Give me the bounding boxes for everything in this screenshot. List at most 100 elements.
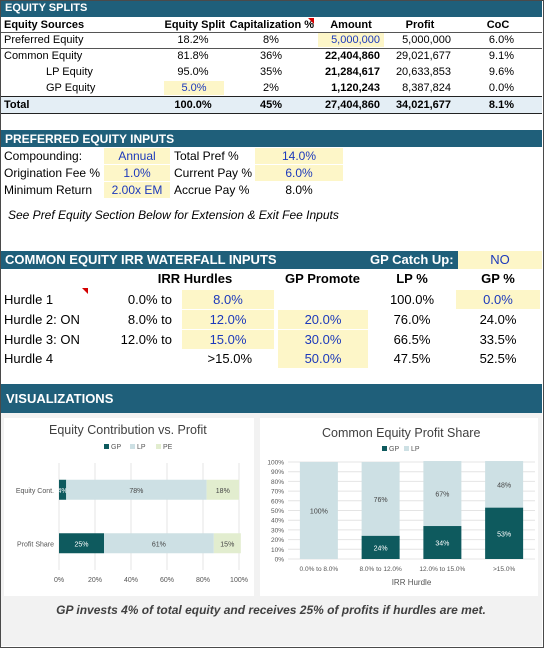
comment-flag[interactable] (308, 18, 314, 24)
col-header-lp-pct: LP % (396, 271, 428, 286)
total-amount: 27,404,860 (324, 99, 380, 111)
gp-split-input[interactable]: 5.0% (164, 81, 224, 95)
gp-promote-input[interactable]: 30.0% (278, 330, 368, 349)
y-tick-label: 100% (267, 460, 284, 467)
data-label: 48% (497, 482, 511, 489)
x-axis-title: IRR Hurdle (392, 578, 432, 587)
hurdle-lp: 76.0% (393, 312, 431, 327)
row-rule (1, 48, 542, 49)
bar-segment (361, 462, 400, 536)
hurdle-high-input[interactable]: 8.0% (182, 290, 274, 309)
col-header-cap: Capitalization % (229, 19, 314, 31)
row-profit: 8,387,824 (402, 82, 451, 94)
y-tick-label: 40% (271, 518, 284, 525)
pref-note: See Pref Equity Section Below for Extens… (8, 208, 339, 222)
chart-title: Equity Contribution vs. Profit (49, 423, 207, 437)
col-header-amount: Amount (330, 19, 372, 31)
equity-splits-title: EQUITY SPLITS (5, 2, 88, 14)
preferred-amount-input[interactable]: 5,000,000 (318, 33, 384, 47)
total-profit: 34,021,677 (395, 99, 451, 111)
row-profit: 20,633,853 (395, 66, 451, 78)
legend-label: LP (137, 444, 146, 451)
origination-fee-label: Origination Fee % (4, 166, 101, 180)
minimum-return-input[interactable]: 2.00x EM (104, 182, 170, 198)
row-name: LP Equity (46, 66, 93, 78)
current-pay-input[interactable]: 6.0% (255, 165, 343, 181)
bar-segment (423, 526, 462, 559)
row-name: GP Equity (46, 82, 96, 94)
gp-catch-up-label: GP Catch Up: (370, 252, 454, 267)
legend-label: GP (111, 444, 121, 451)
gp-promote-input[interactable]: 50.0% (278, 349, 368, 368)
bar-segment (66, 479, 207, 500)
waterfall-title: COMMON EQUITY IRR WATERFALL INPUTS (5, 252, 277, 267)
hurdle-high-input[interactable]: 15.0% (182, 330, 274, 349)
x-tick-label: >15.0% (493, 566, 515, 573)
row-coc: 6.0% (488, 34, 514, 46)
row-cap: 36% (259, 50, 283, 62)
origination-fee-input[interactable]: 1.0% (104, 165, 170, 181)
x-tick-label: 60% (160, 577, 174, 584)
y-tick-label: 30% (271, 527, 284, 534)
data-label: 61% (152, 541, 166, 548)
category-label: Equity Cont. (16, 488, 54, 495)
hurdle-name: Hurdle 3: ON (4, 332, 80, 347)
hurdle-gp-input[interactable]: 0.0% (456, 290, 540, 309)
bar-segment (59, 533, 104, 554)
equity-contribution-chart: Equity Contribution vs. Profit GP LP PE 0% 2… (4, 418, 254, 596)
accrue-pay-value: 8.0% (285, 183, 313, 197)
col-header-coc: CoC (486, 19, 510, 31)
row-cap: 2% (263, 82, 279, 94)
compounding-input[interactable]: Annual (104, 148, 170, 164)
legend-label: PE (163, 444, 173, 451)
visualizations-header: VISUALIZATIONS (1, 384, 542, 413)
waterfall-header: COMMON EQUITY IRR WATERFALL INPUTS GP Ca… (1, 251, 542, 269)
hurdle-lp: 100.0% (389, 292, 435, 307)
gp-catch-up-select[interactable]: NO (458, 251, 542, 269)
visualizations-title: VISUALIZATIONS (6, 391, 114, 406)
bar-segment (59, 479, 67, 500)
row-name: Preferred Equity (4, 34, 84, 46)
category-label: Profit Share (17, 541, 54, 548)
legend-swatch (382, 446, 387, 451)
total-pref-label: Total Pref % (174, 149, 239, 163)
x-tick-label: 0% (54, 577, 64, 584)
hurdle-name: Hurdle 1 (4, 292, 54, 307)
hurdle-high-input[interactable]: 12.0% (182, 310, 274, 329)
hurdle-gp: 52.5% (479, 351, 517, 366)
row-split: 95.0% (177, 66, 209, 78)
current-pay-label: Current Pay % (174, 166, 253, 180)
col-header-split: Equity Split (164, 19, 226, 31)
x-tick-label: 80% (196, 577, 210, 584)
legend-swatch (156, 444, 161, 449)
bar-segment (213, 533, 241, 554)
hurdle-low: 8.0% to (127, 312, 172, 327)
pref-inputs-header: PREFERRED EQUITY INPUTS (1, 130, 542, 147)
x-tick-label: 100% (230, 577, 248, 584)
bar-segment (104, 533, 214, 554)
compounding-label: Compounding: (4, 149, 83, 163)
x-tick-label: 8.0% to 12.0% (359, 566, 401, 573)
data-label: 100% (310, 509, 328, 516)
col-header-sources: Equity Sources (4, 19, 85, 31)
total-row: Total 100.0% 45% 27,404,860 34,021,677 8… (1, 96, 542, 114)
y-tick-label: 70% (271, 489, 284, 496)
hurdle-threshold: >15.0% (207, 351, 252, 366)
equity-splits-header: EQUITY SPLITS (1, 1, 542, 17)
total-pref-input[interactable]: 14.0% (255, 148, 343, 164)
data-label: 34% (435, 541, 449, 548)
data-label: 53% (497, 531, 511, 538)
legend-label: GP (389, 446, 399, 453)
hurdle-low: 12.0% to (120, 332, 172, 347)
total-label: Total (4, 99, 30, 111)
hurdle-gp: 33.5% (479, 332, 517, 347)
hurdle-name: Hurdle 4 (4, 351, 54, 366)
y-tick-label: 50% (271, 508, 284, 515)
data-label: 15% (220, 541, 234, 548)
row-coc: 0.0% (488, 82, 514, 94)
pref-inputs-title: PREFERRED EQUITY INPUTS (5, 132, 175, 146)
comment-flag[interactable] (82, 288, 88, 294)
x-tick-label: 12.0% to 15.0% (419, 566, 465, 573)
gp-promote-input[interactable]: 20.0% (278, 310, 368, 329)
row-amount: 21,284,617 (324, 66, 380, 78)
